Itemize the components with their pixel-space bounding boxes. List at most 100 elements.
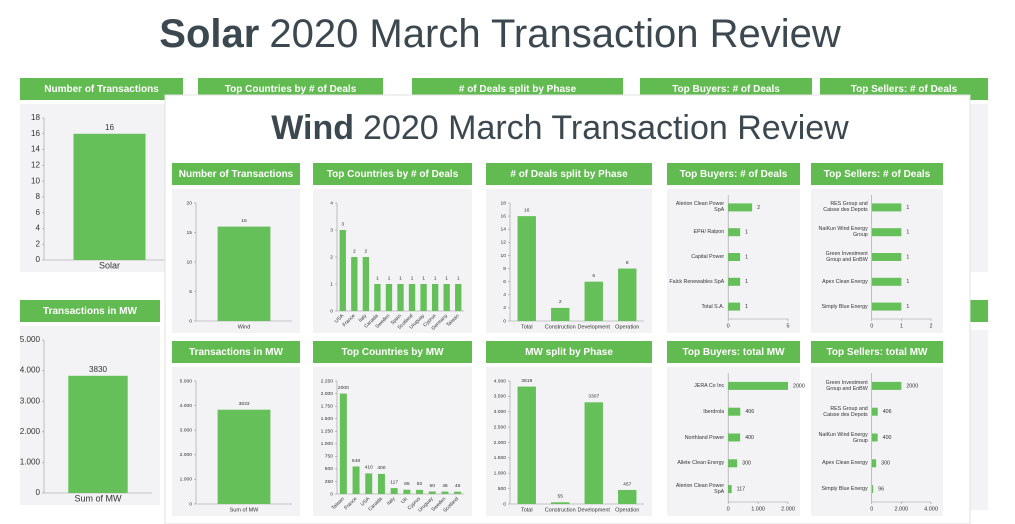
y-tick-label-box: Alerion Clean Power SpA xyxy=(675,483,725,496)
y-tick-label: Iberdrola xyxy=(703,408,725,415)
panel-title: Number of Transactions xyxy=(179,169,294,180)
data-label: 6 xyxy=(592,273,595,279)
y-tick-label: 5.000 xyxy=(180,378,193,384)
y-tick-label: JERA Co Inc xyxy=(694,382,725,389)
x-tick-label: 0 xyxy=(727,506,730,512)
x-tick-label: 1 xyxy=(900,323,903,329)
data-label: 400 xyxy=(745,435,754,441)
data-label: 1 xyxy=(906,304,909,310)
bar xyxy=(728,302,741,311)
y-tick-label: Total S.A. xyxy=(701,303,725,310)
panel-title: MW split by Phase xyxy=(525,347,613,358)
bar xyxy=(420,284,427,311)
y-tick-label: 250 xyxy=(325,479,333,485)
y-tick-label: Apex Clean Energy xyxy=(822,278,868,285)
y-tick-label: 4.000 xyxy=(180,403,193,409)
bar xyxy=(443,284,450,311)
hidden-panel-title: Top Sellers: # of Deals xyxy=(851,84,958,95)
y-tick-label: 2 xyxy=(503,305,506,311)
y-tick-label-box: Apex Clean Energy xyxy=(822,278,868,285)
data-label: 2 xyxy=(559,299,562,305)
x-tick-label: 5 xyxy=(786,323,789,329)
panel-header xyxy=(667,341,800,363)
data-label: 117 xyxy=(390,479,398,485)
x-tick-label: 1.000 xyxy=(751,506,765,512)
panel-title: Top Buyers: # of Deals xyxy=(680,169,788,180)
bar xyxy=(871,433,878,442)
bar xyxy=(871,407,878,416)
data-label: 2 xyxy=(353,248,356,254)
bar xyxy=(377,473,385,494)
y-tick-label: 6 xyxy=(503,279,506,285)
y-tick-label: 3.000 xyxy=(180,428,193,434)
y-tick-label: 4.000 xyxy=(494,378,507,384)
data-label: 1 xyxy=(457,275,460,281)
bar xyxy=(339,230,346,311)
bar xyxy=(871,302,902,311)
data-label: 3833 xyxy=(239,401,250,407)
y-tick-label: 2 xyxy=(330,254,333,260)
bar xyxy=(408,284,416,311)
data-label: 457 xyxy=(623,481,631,487)
y-tick-label: 4 xyxy=(503,292,506,298)
y-tick-label: 2.000 xyxy=(321,391,334,397)
panel-header xyxy=(172,163,300,185)
y-tick-label: 20 xyxy=(187,200,193,206)
y-tick-label: 0 xyxy=(35,255,40,264)
y-tick-label-box: NaiKun Wind Energy Group xyxy=(818,226,868,239)
bar xyxy=(517,216,536,321)
y-tick-label: 1.500 xyxy=(494,455,507,461)
data-label: 16 xyxy=(241,218,247,224)
panel-header xyxy=(313,163,472,185)
y-tick-label: 5 xyxy=(189,289,192,295)
panel-title: Transactions in MW xyxy=(43,306,137,317)
y-tick-label-box: Allete Clean Energy xyxy=(677,460,724,466)
bar xyxy=(390,488,398,494)
y-tick-label: Alerion Clean Power SpA xyxy=(675,483,725,496)
y-tick-label: 0 xyxy=(189,501,192,507)
bar xyxy=(374,284,381,311)
bar xyxy=(871,485,874,494)
x-tick-label: Total xyxy=(521,324,533,330)
y-tick-label: 6 xyxy=(35,208,40,217)
y-tick-label-box: Northland Power xyxy=(685,435,724,441)
x-tick-label: Wind xyxy=(238,324,251,330)
y-tick-label: 18 xyxy=(31,113,41,122)
x-tick-label: USA xyxy=(360,496,372,508)
bar xyxy=(728,277,741,286)
x-tick-label: Sum of MW xyxy=(230,507,260,513)
data-label: 406 xyxy=(883,409,892,415)
panel-title: Top Buyers: total MW xyxy=(682,347,785,358)
y-tick-label: 750 xyxy=(325,454,333,460)
y-tick-label: 1.000 xyxy=(20,458,41,467)
bar xyxy=(871,203,902,212)
x-tick-label: Italy xyxy=(358,313,369,324)
data-label: 548 xyxy=(352,458,360,464)
data-label: 1 xyxy=(445,275,448,281)
data-label: 3830 xyxy=(89,365,108,374)
bar xyxy=(871,381,902,390)
bar xyxy=(871,459,877,468)
solar-title-bold: Solar xyxy=(159,12,259,56)
panel-title: # of Deals split by Phase xyxy=(510,169,628,180)
bar xyxy=(431,284,439,311)
x-tick-label: Total xyxy=(521,507,533,513)
bar xyxy=(728,381,788,390)
x-tick-label: 0 xyxy=(727,323,730,329)
panel-header xyxy=(20,78,183,100)
wind-title-rest: 2020 March Transaction Review xyxy=(363,109,849,147)
y-tick-label: NaiKun Wind Energy Group xyxy=(818,226,868,239)
x-tick-label: Development xyxy=(578,324,611,330)
bar xyxy=(728,459,738,468)
data-label: 96 xyxy=(878,487,884,493)
y-tick-label-box: RES Group and Caisse des Depots xyxy=(823,406,867,418)
bar xyxy=(517,386,536,504)
data-label: 3 xyxy=(341,221,344,227)
bar xyxy=(385,284,393,311)
data-label: 410 xyxy=(365,465,373,471)
data-label: 1 xyxy=(906,279,909,285)
data-label: 2000 xyxy=(338,385,349,391)
data-label: 16 xyxy=(524,207,530,213)
data-label: 1 xyxy=(411,275,414,281)
panel-title: Top Countries by MW xyxy=(341,347,444,358)
